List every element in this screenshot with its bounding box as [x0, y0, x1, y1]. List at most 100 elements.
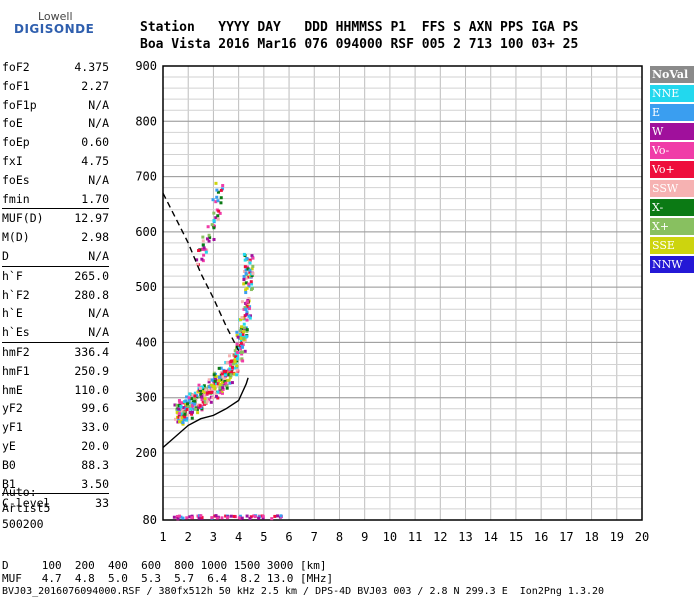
echo-point — [248, 258, 252, 262]
echo-point — [177, 404, 181, 408]
param-name: D — [2, 248, 9, 263]
echo-point — [172, 515, 176, 519]
param-name: hmE — [2, 382, 23, 397]
echo-point — [235, 333, 239, 337]
echo-point — [243, 314, 247, 318]
param-name: foEs — [2, 172, 30, 187]
echo-point — [197, 383, 201, 387]
echo-point — [257, 516, 261, 520]
echo-point — [193, 391, 197, 395]
echo-point — [239, 341, 243, 345]
echo-point — [186, 402, 190, 406]
echo-point — [218, 377, 222, 381]
density-profile-line — [162, 377, 249, 449]
echo-point — [233, 372, 237, 376]
echo-point — [233, 358, 237, 362]
param-row: h`Es N/A — [2, 323, 109, 342]
echo-point — [191, 393, 195, 397]
param-name: yF1 — [2, 420, 23, 435]
param-name: foE — [2, 116, 23, 131]
echo-point — [215, 188, 219, 192]
echo-point — [179, 405, 183, 409]
param-row: hmE 110.0 — [2, 381, 109, 400]
echo-point — [235, 330, 239, 334]
echo-point — [177, 407, 181, 411]
echo-point — [212, 373, 216, 377]
param-row: fmin 1.70 — [2, 190, 109, 209]
echo-point — [181, 421, 185, 425]
x-tick-label: 5 — [260, 530, 267, 544]
echo-point — [218, 388, 222, 392]
echo-point — [242, 340, 246, 344]
echo-point — [250, 254, 254, 258]
logo-line1: Lowell — [38, 10, 73, 23]
param-name: h`F — [2, 268, 23, 283]
echo-point — [245, 256, 249, 260]
echo-point — [196, 514, 200, 518]
param-value: 33.0 — [81, 420, 109, 435]
echo-point — [247, 307, 251, 311]
param-row: foE N/A — [2, 114, 109, 133]
color-legend: NoVal NNE E W Vo- Vo+ SSW X- X+ SSE NNW — [650, 66, 694, 275]
echo-point — [239, 326, 243, 330]
echo-point — [189, 407, 193, 411]
echo-point — [242, 277, 246, 281]
echo-point — [217, 379, 221, 383]
y-tick-label: 200 — [135, 446, 157, 460]
echo-point — [201, 390, 205, 394]
echo-point — [203, 394, 207, 398]
echo-point — [244, 335, 248, 339]
x-tick-label: 8 — [336, 530, 343, 544]
model-dashed-line — [162, 192, 240, 352]
echo-point — [185, 408, 189, 412]
echo-point — [178, 400, 182, 404]
echo-point — [244, 288, 248, 292]
echo-point — [214, 181, 218, 185]
y-tick-label: 300 — [135, 391, 157, 405]
echo-point — [217, 209, 221, 213]
header-row-labels: Station YYYY DAY DDD HHMMSS P1 FFS S AXN… — [140, 20, 579, 35]
param-separator — [2, 341, 109, 343]
echo-point — [205, 237, 209, 241]
echo-point — [225, 386, 229, 390]
echo-point — [244, 272, 248, 276]
echo-point — [195, 407, 199, 411]
echo-point — [199, 392, 203, 396]
echo-point — [224, 381, 228, 385]
echo-point — [212, 211, 216, 215]
echo-point — [223, 373, 227, 377]
echo-point — [235, 364, 239, 368]
echo-point — [239, 318, 243, 322]
echo-point — [190, 416, 194, 420]
param-row: h`F 265.0 — [2, 267, 109, 286]
echo-point — [233, 360, 237, 364]
echo-point — [270, 517, 274, 521]
echo-point — [241, 332, 245, 336]
param-value: N/A — [88, 97, 109, 112]
echo-point — [210, 223, 214, 227]
echo-point — [215, 384, 219, 388]
echo-point — [250, 282, 254, 286]
echo-point — [201, 387, 205, 391]
echo-point — [183, 415, 187, 419]
param-row: hmF2 336.4 — [2, 343, 109, 362]
echo-point — [190, 410, 194, 414]
echo-point — [196, 411, 200, 415]
echo-point — [250, 273, 254, 277]
echo-point — [238, 332, 242, 336]
param-row: C-level 33 — [2, 494, 109, 513]
autoscaling-info: Auto: Artist5 500200 — [2, 484, 50, 532]
param-value: 33 — [95, 496, 109, 511]
echo-point — [188, 411, 192, 415]
auto-software: Artist5 — [2, 501, 51, 515]
echo-point — [190, 514, 194, 518]
echo-point — [216, 199, 220, 203]
param-value: 12.97 — [74, 211, 109, 226]
echo-point — [210, 387, 214, 391]
echo-point — [227, 373, 231, 377]
param-name: h`F2 — [2, 287, 30, 302]
echo-point — [190, 397, 194, 401]
echo-point — [216, 217, 220, 221]
echo-point — [192, 397, 196, 401]
echo-point — [220, 378, 224, 382]
